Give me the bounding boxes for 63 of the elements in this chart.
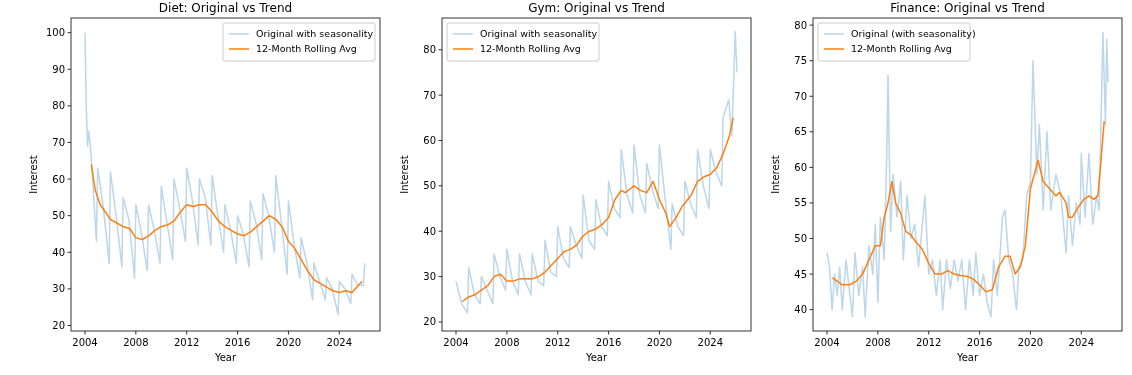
line-series	[826, 31, 1109, 318]
legend-label: Original with seasonality	[256, 28, 374, 40]
y-tick-label: 80	[423, 44, 436, 56]
x-tick-label: 2020	[275, 337, 302, 348]
y-tick-label: 50	[794, 233, 807, 245]
x-tick-label: 2016	[224, 337, 251, 348]
x-tick-label: 2024	[697, 337, 724, 348]
y-tick-label: 40	[794, 304, 807, 316]
line-series	[90, 163, 363, 294]
x-tick-label: 2016	[595, 337, 622, 348]
y-tick-label: 65	[794, 126, 807, 138]
legend-label: Original with seasonality	[480, 28, 598, 40]
y-tick-label: 40	[52, 246, 65, 258]
y-tick-label: 80	[52, 100, 65, 112]
chart-title: Finance: Original vs Trend	[890, 1, 1045, 15]
x-axis-title: Year	[955, 352, 979, 363]
x-tick-label: 2008	[865, 337, 891, 348]
x-tick-label: 2024	[326, 337, 353, 348]
y-tick-label: 90	[52, 63, 65, 75]
y-tick-label: 20	[423, 316, 436, 328]
x-tick-label: 2024	[1068, 337, 1095, 348]
y-tick-label: 40	[423, 225, 436, 237]
y-tick-label: 60	[423, 134, 436, 146]
y-tick-label: 100	[45, 27, 65, 39]
chart-title: Diet: Original vs Trend	[158, 1, 293, 15]
y-tick-label: 55	[794, 197, 807, 209]
y-tick-label: 20	[52, 320, 65, 332]
x-tick-label: 2012	[544, 337, 571, 348]
x-tick-label: 2004	[443, 337, 469, 348]
legend-label: Original (with seasonality)	[851, 28, 976, 40]
y-tick-label: 60	[794, 161, 807, 173]
y-tick-label: 50	[52, 210, 65, 222]
line-series	[455, 30, 738, 314]
x-tick-label: 2012	[915, 337, 942, 348]
y-tick-label: 80	[794, 19, 807, 31]
legend-label: 12-Month Rolling Avg	[256, 43, 357, 55]
x-tick-label: 2020	[646, 337, 673, 348]
line-series	[831, 120, 1105, 293]
y-tick-label: 75	[794, 55, 807, 67]
x-axis-title: Year	[213, 352, 237, 363]
y-tick-label: 70	[52, 136, 65, 148]
line-series	[461, 117, 734, 303]
y-tick-label: 70	[423, 89, 436, 101]
y-tick-label: 50	[423, 180, 436, 192]
y-tick-label: 30	[423, 271, 436, 283]
x-tick-label: 2008	[494, 337, 520, 348]
y-tick-label: 45	[794, 268, 807, 280]
y-tick-label: 30	[52, 283, 65, 295]
y-axis-title: Interest	[399, 155, 410, 194]
x-tick-label: 2008	[123, 337, 149, 348]
x-tick-label: 2004	[72, 337, 98, 348]
y-axis-title: Interest	[770, 155, 781, 194]
legend-label: 12-Month Rolling Avg	[851, 43, 952, 55]
x-tick-label: 2016	[966, 337, 993, 348]
x-axis-title: Year	[584, 352, 608, 363]
legend-label: 12-Month Rolling Avg	[480, 43, 581, 55]
x-tick-label: 2012	[173, 337, 200, 348]
x-tick-label: 2020	[1017, 337, 1044, 348]
y-tick-label: 70	[794, 90, 807, 102]
y-tick-label: 60	[52, 173, 65, 185]
x-tick-label: 2004	[814, 337, 840, 348]
y-axis-title: Interest	[28, 155, 39, 194]
chart-title: Gym: Original vs Trend	[528, 1, 665, 15]
